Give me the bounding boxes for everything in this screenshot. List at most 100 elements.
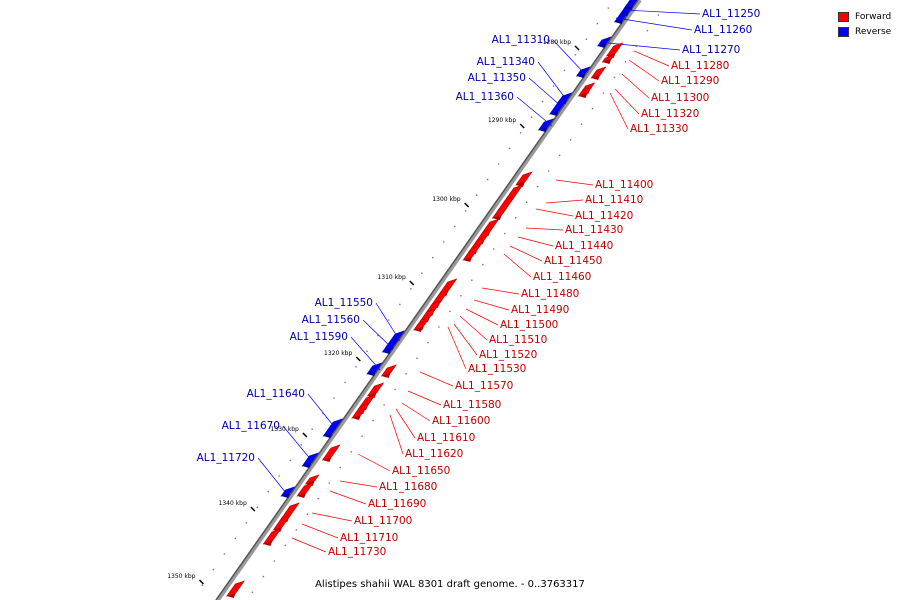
leader-line-AL1_11570 [419,371,454,387]
legend-forward-label: Forward [855,11,892,22]
leader-line-AL1_11330 [609,92,629,130]
scale-dot [427,341,429,344]
scale-dot [223,553,226,555]
gene-block-end [297,493,307,498]
gene-label-AL1_11530: AL1_11530 [468,363,526,375]
tick-mark [250,506,256,512]
scale-dot [569,139,572,141]
scale-dot [405,373,407,375]
gene-label-AL1_11570: AL1_11570 [455,380,513,392]
scale-dot [361,435,363,438]
gene-label-AL1_11360: AL1_11360 [456,91,514,103]
gene-label-AL1_11330: AL1_11330 [630,123,688,135]
scale-dot [475,194,478,196]
scale-dot [328,482,331,484]
scale-dot [333,397,335,399]
scale-dot [442,241,445,243]
gene-block-end [366,371,376,376]
gene-block-end [281,493,291,498]
leader-line-AL1_11290 [628,59,660,82]
scale-dot [607,7,610,9]
leader-line-AL1_11350 [528,77,563,108]
gene-block-end [515,182,525,187]
gene-label-AL1_11310: AL1_11310 [492,34,550,46]
gene-block-end [602,59,612,64]
scale-dot [585,38,588,40]
scale-dot [339,466,341,469]
leader-line-AL1_11280 [633,50,670,67]
gene-block-end [538,127,548,132]
legend-reverse: Reverse [838,24,900,39]
scale-dot [295,529,298,531]
gene-label-AL1_11610: AL1_11610 [417,432,475,444]
scale-dot [519,132,522,134]
leader-line-AL1_11680 [339,480,378,488]
leader-line-AL1_11600 [401,402,431,422]
leader-line-AL1_11670 [282,425,313,462]
tick-label: 1300 kbp [432,196,460,203]
leader-line-AL1_11450 [509,245,543,262]
scale-dot [262,575,265,578]
leader-line-AL1_11610 [395,408,416,439]
gene-block-end [614,19,624,24]
scale-dot [383,404,385,406]
scale-dot [460,295,462,297]
gene-label-AL1_11730: AL1_11730 [328,546,386,558]
leader-line-AL1_11460 [503,253,532,278]
scale-dot [464,210,467,212]
leader-line-AL1_11730 [291,537,327,553]
tick-label: 1320 kbp [324,350,352,357]
leader-line-AL1_11620 [389,414,404,455]
scale-dot [541,100,544,103]
scale-dot [580,123,583,125]
gene-block-end [591,75,601,80]
tick-label: 1340 kbp [219,500,247,507]
scale-dot [508,147,511,150]
genome-caption-text: Alistipes shahii WAL 8301 draft genome. … [315,579,585,590]
scale-dot [317,497,320,500]
gene-block-end [413,327,423,332]
gene-label-AL1_11720: AL1_11720 [197,452,255,464]
scale-dot [256,506,259,509]
leader-line-AL1_11480 [481,287,520,295]
gene-label-AL1_11590: AL1_11590 [290,331,348,343]
scale-dot [530,116,533,118]
tick-mark [409,280,415,286]
scale-dot [558,154,561,157]
gene-label-AL1_11300: AL1_11300 [651,92,709,104]
tick-label: 1280 kbp [543,39,571,46]
scale-dot [366,350,368,353]
scale-dot [267,490,270,493]
scale-dot [284,544,287,547]
leader-line-AL1_11440 [517,236,554,247]
scale-dot [471,279,473,282]
scale-dot [289,459,291,462]
gene-label-AL1_11260: AL1_11260 [694,24,752,36]
leader-line-AL1_11530 [447,326,467,370]
scale-dot [613,76,616,79]
scale-dot [355,366,357,368]
legend-forward: Forward [838,9,900,24]
scale-dot [273,560,276,562]
leader-line-AL1_11360 [516,96,553,127]
gene-label-AL1_11320: AL1_11320 [641,108,699,120]
gene-label-AL1_11670: AL1_11670 [222,420,280,432]
leader-line-AL1_11510 [459,315,488,341]
scale-dot [306,513,309,515]
scale-dot [344,381,346,384]
gene-label-AL1_11560: AL1_11560 [302,314,360,326]
gene-block-end [606,53,616,58]
gene-label-AL1_11700: AL1_11700 [354,515,412,527]
gene-block-end [492,215,502,220]
gene-label-AL1_11340: AL1_11340 [477,56,535,68]
scale-dot [563,69,566,72]
scale-dot [311,428,313,431]
tick-mark [519,123,525,129]
scale-dot [432,256,434,259]
gene-label-AL1_11480: AL1_11480 [521,288,579,300]
leader-line-AL1_11710 [301,523,339,539]
reverse-swatch [838,26,849,37]
gene-block-end [352,415,362,420]
gene-label-AL1_11500: AL1_11500 [500,319,558,331]
